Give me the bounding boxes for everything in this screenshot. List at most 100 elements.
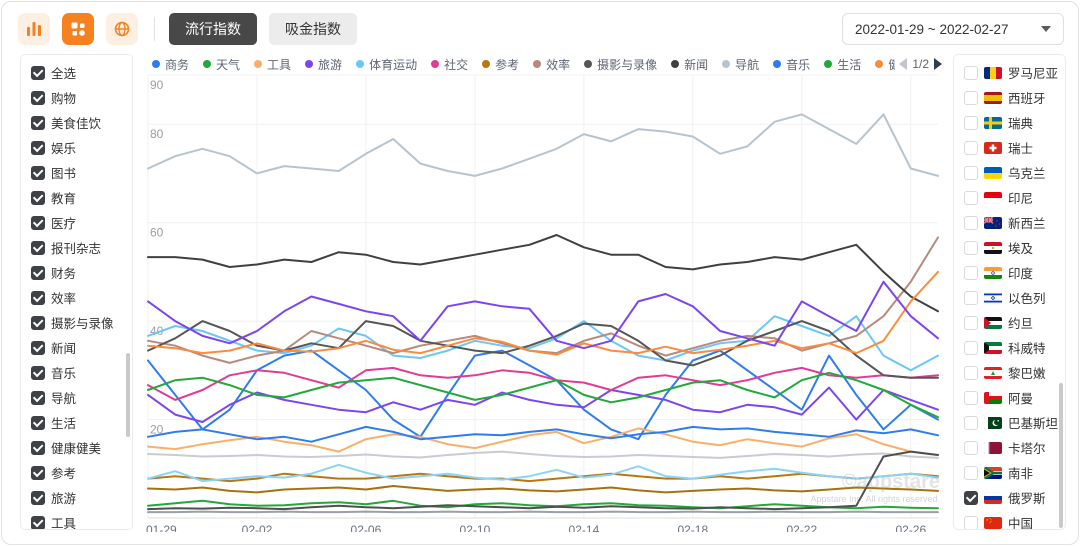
- country-item[interactable]: 乌克兰: [954, 160, 1065, 185]
- bar-chart-icon[interactable]: [18, 13, 50, 45]
- country-item[interactable]: 巴基斯坦: [954, 410, 1065, 435]
- category-checkbox[interactable]: [31, 515, 45, 529]
- country-checkbox[interactable]: [964, 440, 978, 455]
- country-checkbox[interactable]: [964, 140, 978, 155]
- country-checkbox[interactable]: [964, 65, 978, 80]
- legend-item[interactable]: 工具: [254, 56, 291, 73]
- legend-item[interactable]: 旅游: [305, 56, 342, 73]
- country-item[interactable]: 以色列: [954, 285, 1065, 310]
- country-item[interactable]: 黎巴嫩: [954, 360, 1065, 385]
- country-checkbox[interactable]: [964, 265, 978, 280]
- category-checkbox[interactable]: [31, 390, 45, 405]
- tab-popularity-index[interactable]: 流行指数: [169, 13, 257, 45]
- category-checkbox[interactable]: [31, 340, 45, 355]
- country-item[interactable]: 中国: [954, 510, 1065, 529]
- country-checkbox[interactable]: [964, 240, 978, 255]
- category-checkbox[interactable]: [31, 365, 45, 380]
- country-item[interactable]: 约旦: [954, 310, 1065, 335]
- country-checkbox[interactable]: [964, 315, 978, 330]
- category-checkbox[interactable]: [31, 90, 45, 105]
- country-checkbox[interactable]: [964, 165, 978, 180]
- category-item[interactable]: 摄影与录像: [21, 310, 132, 335]
- legend-item[interactable]: 天气: [203, 56, 240, 73]
- country-item[interactable]: 瑞典: [954, 110, 1065, 135]
- category-checkbox[interactable]: [31, 240, 45, 255]
- country-checkbox[interactable]: [964, 390, 978, 405]
- category-item[interactable]: 财务: [21, 260, 132, 285]
- country-item[interactable]: 新西兰: [954, 210, 1065, 235]
- category-checkbox[interactable]: [31, 490, 45, 505]
- legend-item[interactable]: 生活: [824, 56, 861, 73]
- country-checkbox[interactable]: [964, 515, 978, 529]
- category-item[interactable]: 医疗: [21, 210, 132, 235]
- category-item[interactable]: 导航: [21, 385, 132, 410]
- category-checkbox[interactable]: [31, 190, 45, 205]
- legend-item[interactable]: 社交: [431, 56, 468, 73]
- legend-item[interactable]: 导航: [722, 56, 759, 73]
- category-item[interactable]: 工具: [21, 510, 132, 529]
- category-checkbox[interactable]: [31, 415, 45, 430]
- legend-item[interactable]: 参考: [482, 56, 519, 73]
- category-checkbox[interactable]: [31, 65, 45, 80]
- legend-prev-icon[interactable]: [899, 58, 908, 70]
- legend-item[interactable]: 音乐: [773, 56, 810, 73]
- legend-item[interactable]: 摄影与录像: [584, 56, 657, 73]
- country-checkbox[interactable]: [964, 465, 978, 480]
- country-checkbox[interactable]: [964, 340, 978, 355]
- category-item[interactable]: 娱乐: [21, 135, 132, 160]
- category-item[interactable]: 购物: [21, 85, 132, 110]
- date-range-select[interactable]: 2022-01-29 ~ 2022-02-27: [842, 13, 1064, 45]
- category-checkbox[interactable]: [31, 290, 45, 305]
- country-checkbox[interactable]: [964, 115, 978, 130]
- apps-grid-icon[interactable]: [62, 13, 94, 45]
- country-checkbox[interactable]: [964, 290, 978, 305]
- country-item[interactable]: 印度: [954, 260, 1065, 285]
- country-checkbox[interactable]: [964, 415, 978, 430]
- category-checkbox[interactable]: [31, 115, 45, 130]
- category-item[interactable]: 效率: [21, 285, 132, 310]
- country-item[interactable]: 南非: [954, 460, 1065, 485]
- category-item[interactable]: 健康健美: [21, 435, 132, 460]
- country-item[interactable]: 西班牙: [954, 85, 1065, 110]
- legend-next-icon[interactable]: [934, 58, 942, 70]
- category-item[interactable]: 教育: [21, 185, 132, 210]
- country-panel-scrollbar[interactable]: [1059, 383, 1063, 528]
- category-item[interactable]: 参考: [21, 460, 132, 485]
- category-checkbox[interactable]: [31, 440, 45, 455]
- category-checkbox[interactable]: [31, 215, 45, 230]
- country-item[interactable]: 俄罗斯: [954, 485, 1065, 510]
- country-checkbox[interactable]: [964, 90, 978, 105]
- category-item[interactable]: 新闻: [21, 335, 132, 360]
- country-checkbox[interactable]: [964, 190, 978, 205]
- category-item[interactable]: 音乐: [21, 360, 132, 385]
- category-item[interactable]: 旅游: [21, 485, 132, 510]
- country-item[interactable]: 瑞士: [954, 135, 1065, 160]
- category-checkbox[interactable]: [31, 165, 45, 180]
- category-panel-scrollbar[interactable]: [126, 353, 130, 437]
- country-checkbox[interactable]: [964, 490, 978, 505]
- category-checkbox[interactable]: [31, 265, 45, 280]
- category-item[interactable]: 图书: [21, 160, 132, 185]
- country-item[interactable]: 罗马尼亚: [954, 60, 1065, 85]
- category-checkbox[interactable]: [31, 465, 45, 480]
- country-checkbox[interactable]: [964, 215, 978, 230]
- category-item[interactable]: 报刊杂志: [21, 235, 132, 260]
- category-checkbox[interactable]: [31, 140, 45, 155]
- category-item[interactable]: 全选: [21, 60, 132, 85]
- country-checkbox[interactable]: [964, 365, 978, 380]
- category-item[interactable]: 生活: [21, 410, 132, 435]
- country-item[interactable]: 印尼: [954, 185, 1065, 210]
- category-item[interactable]: 美食佳饮: [21, 110, 132, 135]
- legend-item[interactable]: 体育运动: [356, 56, 417, 73]
- tab-revenue-index[interactable]: 吸金指数: [269, 13, 357, 45]
- globe-icon[interactable]: [106, 13, 138, 45]
- legend-item[interactable]: 商务: [152, 56, 189, 73]
- category-checkbox[interactable]: [31, 315, 45, 330]
- country-item[interactable]: 阿曼: [954, 385, 1065, 410]
- legend-item[interactable]: 新闻: [671, 56, 708, 73]
- legend-item[interactable]: 效率: [533, 56, 570, 73]
- country-item[interactable]: 埃及: [954, 235, 1065, 260]
- country-item[interactable]: 科威特: [954, 335, 1065, 360]
- country-item[interactable]: 卡塔尔: [954, 435, 1065, 460]
